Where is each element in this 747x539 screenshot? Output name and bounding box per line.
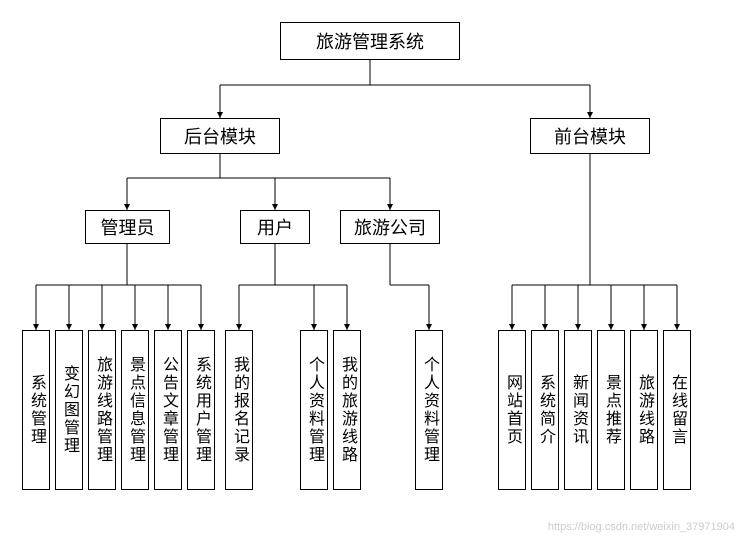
frontend-leaf: 景点推荐	[597, 330, 625, 490]
user-leaf: 我的报名记录	[225, 330, 253, 490]
frontend-leaf: 网站首页	[498, 330, 526, 490]
leaf-label: 我的旅游线路	[335, 356, 359, 464]
leaf-label: 网站首页	[500, 374, 524, 446]
frontend-label: 前台模块	[554, 123, 626, 149]
company-leaf: 个人资料管理	[415, 330, 443, 490]
user-label: 用户	[257, 214, 293, 240]
admin-leaf: 景点信息管理	[121, 330, 149, 490]
leaf-label: 系统管理	[24, 374, 48, 446]
diagram-canvas: 旅游管理系统 后台模块 前台模块 管理员 用户 旅游公司 系统管理变幻图管理旅游…	[0, 0, 747, 539]
frontend-leaf: 新闻资讯	[564, 330, 592, 490]
root-node: 旅游管理系统	[280, 22, 460, 60]
backend-node: 后台模块	[160, 118, 280, 154]
admin-leaf: 公告文章管理	[154, 330, 182, 490]
leaf-label: 个人资料管理	[302, 356, 326, 464]
frontend-leaf: 旅游线路	[630, 330, 658, 490]
admin-leaf: 变幻图管理	[55, 330, 83, 490]
leaf-label: 系统简介	[533, 374, 557, 446]
leaf-label: 景点信息管理	[123, 356, 147, 464]
backend-label: 后台模块	[184, 123, 256, 149]
user-node: 用户	[240, 210, 310, 244]
frontend-node: 前台模块	[530, 118, 650, 154]
user-leaf: 个人资料管理	[300, 330, 328, 490]
leaf-label: 个人资料管理	[417, 356, 441, 464]
leaf-label: 变幻图管理	[57, 365, 81, 455]
leaf-label: 公告文章管理	[156, 356, 180, 464]
leaf-label: 在线留言	[665, 374, 689, 446]
leaf-label: 旅游线路	[632, 374, 656, 446]
admin-node: 管理员	[85, 210, 170, 244]
frontend-leaf: 系统简介	[531, 330, 559, 490]
leaf-label: 旅游线路管理	[90, 356, 114, 464]
user-leaf: 我的旅游线路	[333, 330, 361, 490]
watermark: https://blog.csdn.net/weixin_37971904	[548, 521, 735, 533]
leaf-label: 系统用户管理	[189, 356, 213, 464]
company-label: 旅游公司	[354, 214, 426, 240]
admin-leaf: 系统管理	[22, 330, 50, 490]
admin-leaf: 系统用户管理	[187, 330, 215, 490]
leaf-label: 我的报名记录	[227, 356, 251, 464]
leaf-label: 景点推荐	[599, 374, 623, 446]
leaf-label: 新闻资讯	[566, 374, 590, 446]
admin-leaf: 旅游线路管理	[88, 330, 116, 490]
company-node: 旅游公司	[340, 210, 440, 244]
frontend-leaf: 在线留言	[663, 330, 691, 490]
root-label: 旅游管理系统	[316, 28, 424, 54]
admin-label: 管理员	[101, 214, 155, 240]
